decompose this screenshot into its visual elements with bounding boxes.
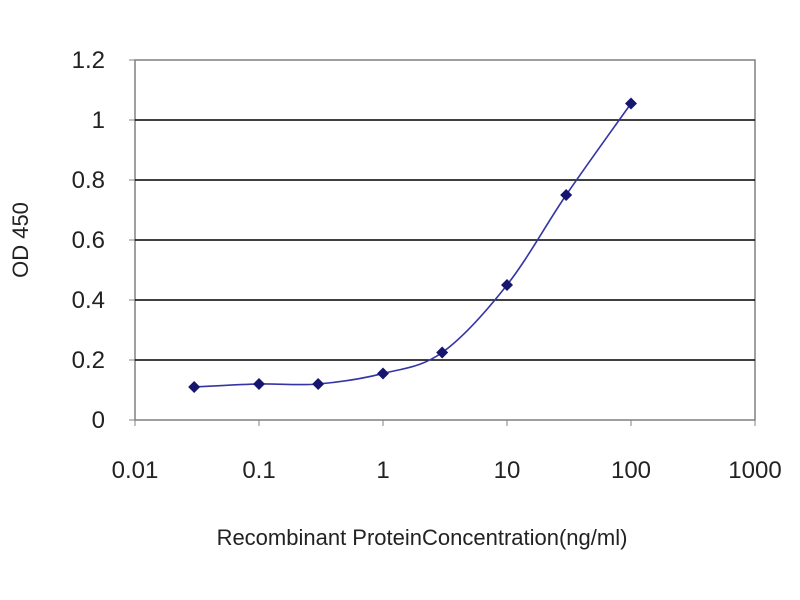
x-tick-label: 1 <box>376 457 389 484</box>
y-axis-title: OD 450 <box>8 202 33 278</box>
y-tick-label: 0.8 <box>72 167 105 194</box>
x-tick-label: 0.1 <box>242 457 275 484</box>
gridlines <box>135 119 755 361</box>
data-point <box>625 97 637 110</box>
data-point <box>312 378 325 390</box>
x-tick-label: 100 <box>611 457 651 484</box>
y-tick-label: 0.4 <box>72 287 105 314</box>
data-point <box>188 381 201 393</box>
data-point <box>253 378 265 390</box>
x-tick-label: 10 <box>494 457 521 484</box>
x-axis-ticks: 0.01 0.1 1 10 100 1000 <box>112 420 782 484</box>
y-tick-label: 0.2 <box>72 347 105 374</box>
data-point <box>560 189 573 201</box>
x-tick-label: 1000 <box>728 457 781 484</box>
y-axis-ticks: 0 0.2 0.4 0.6 0.8 1 1.2 <box>72 47 135 434</box>
x-tick-label: 0.01 <box>112 457 159 484</box>
data-point <box>501 279 513 291</box>
y-tick-label: 1 <box>92 107 105 134</box>
data-point <box>377 367 389 380</box>
y-tick-label: 0.6 <box>72 227 105 254</box>
y-tick-label: 1.2 <box>72 47 105 74</box>
data-point <box>436 346 449 359</box>
series-group <box>188 97 637 393</box>
y-tick-label: 0 <box>92 407 105 434</box>
x-axis-title: Recombinant ProteinConcentration(ng/ml) <box>217 525 628 550</box>
